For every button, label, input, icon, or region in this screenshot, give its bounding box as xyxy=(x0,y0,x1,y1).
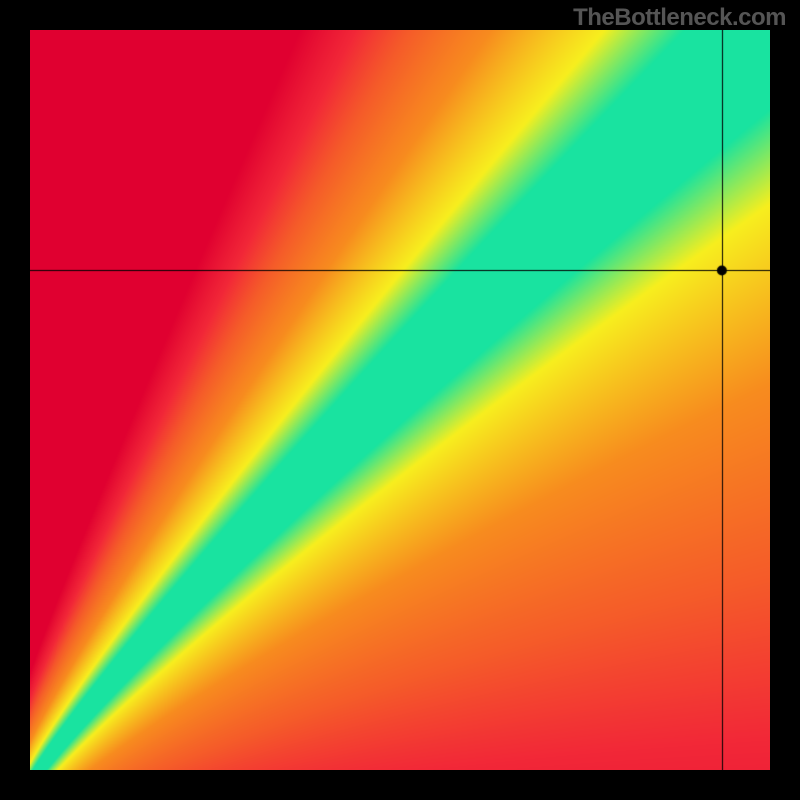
heatmap-canvas xyxy=(30,30,770,770)
watermark-text: TheBottleneck.com xyxy=(573,4,786,32)
chart-container: TheBottleneck.com xyxy=(0,0,800,800)
heatmap-plot xyxy=(30,30,770,770)
